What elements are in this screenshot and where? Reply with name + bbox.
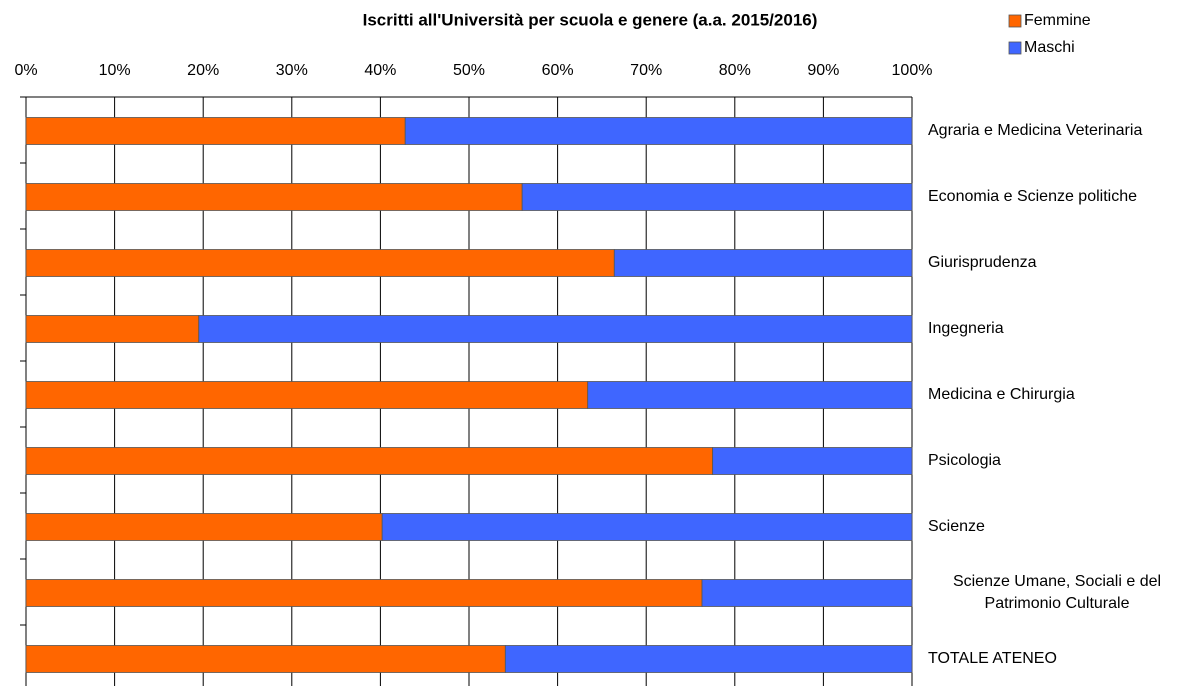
category-label: TOTALE ATENEO — [928, 650, 1057, 667]
x-tick-label: 20% — [187, 62, 219, 79]
bar-segment — [587, 381, 913, 409]
bar-segment — [25, 315, 200, 343]
x-tick-label: 0% — [14, 62, 37, 79]
category-label: Scienze Umane, Sociali e del Patrimonio … — [952, 573, 1162, 612]
x-tick-label: 100% — [892, 62, 933, 79]
legend-label: Maschi — [1024, 39, 1075, 56]
bar-segment — [25, 447, 714, 475]
legend-label: Femmine — [1024, 12, 1091, 29]
x-tick-label: 90% — [807, 62, 839, 79]
x-tick-label: 10% — [99, 62, 131, 79]
bar-segment — [25, 117, 406, 145]
bar-segment — [404, 117, 913, 145]
legend-swatch — [1008, 14, 1022, 28]
bar-segment — [25, 249, 615, 277]
bar-segment — [613, 249, 913, 277]
x-tick-label: 50% — [453, 62, 485, 79]
bar-segment — [25, 513, 383, 541]
bar-segment — [25, 183, 523, 211]
legend-swatch — [1008, 41, 1022, 55]
category-label: Ingegneria — [928, 320, 1004, 337]
category-label: Psicologia — [928, 452, 1001, 469]
bar-segment — [198, 315, 913, 343]
category-label: Scienze — [928, 518, 985, 535]
bar-segment — [504, 645, 913, 673]
bar-segment — [25, 645, 506, 673]
bar-segment — [701, 579, 913, 607]
x-tick-label: 40% — [364, 62, 396, 79]
x-tick-label: 30% — [276, 62, 308, 79]
bar-segment — [25, 579, 703, 607]
x-tick-label: 80% — [719, 62, 751, 79]
chart-title: Iscritti all'Università per scuola e gen… — [363, 10, 818, 29]
bar-segment — [712, 447, 913, 475]
category-label: Medicina e Chirurgia — [928, 386, 1075, 403]
x-tick-label: 60% — [542, 62, 574, 79]
bar-segment — [381, 513, 913, 541]
bar-segment — [521, 183, 913, 211]
category-label: Giurisprudenza — [928, 254, 1037, 271]
x-tick-label: 70% — [630, 62, 662, 79]
bar-segment — [25, 381, 589, 409]
category-label: Economia e Scienze politiche — [928, 188, 1138, 205]
category-label: Agraria e Medicina Veterinaria — [928, 122, 1143, 139]
